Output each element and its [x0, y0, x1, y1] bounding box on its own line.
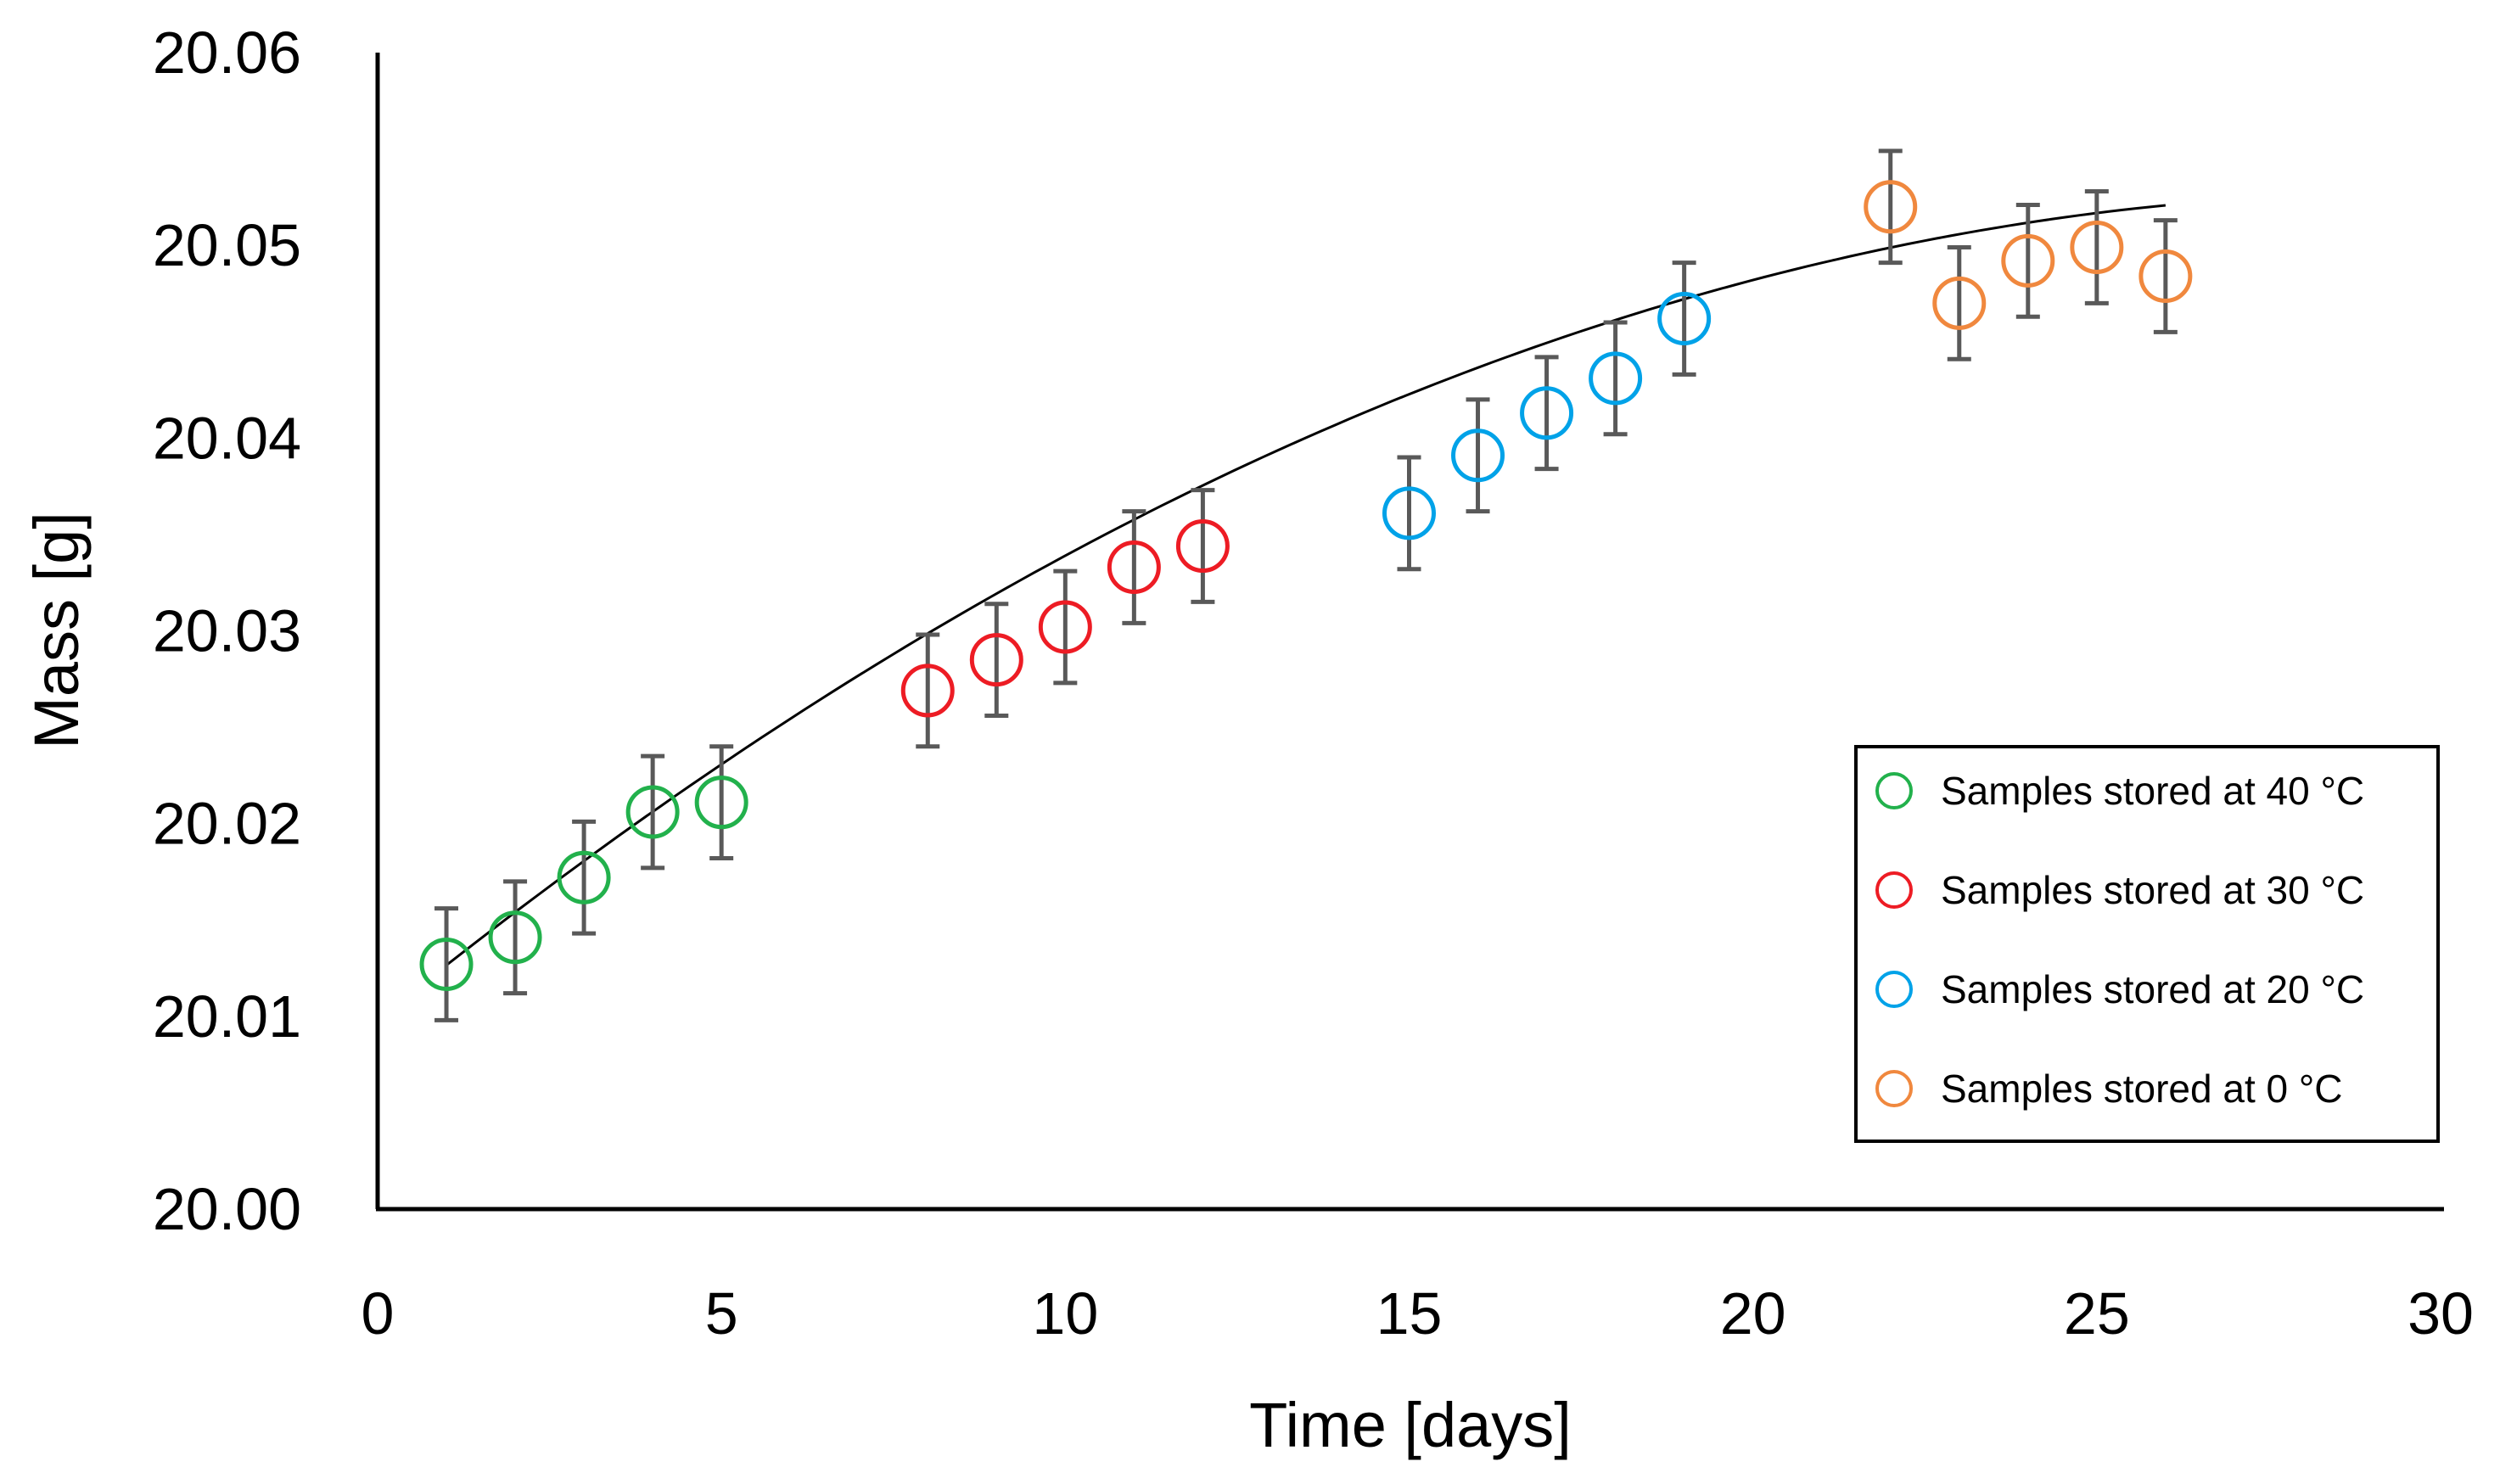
x-tick-label: 15	[1376, 1280, 1443, 1347]
trendline	[446, 204, 2166, 966]
data-point	[1864, 180, 1918, 234]
legend-box	[1854, 745, 2440, 1143]
error-bar	[2153, 218, 2178, 334]
error-bar	[503, 879, 528, 996]
axes-group	[375, 53, 2444, 1212]
data-point	[1589, 351, 1643, 406]
data-point	[2138, 249, 2193, 304]
x-tick-label: 5	[705, 1280, 738, 1347]
x-tick-label: 10	[1032, 1280, 1098, 1347]
error-bar	[434, 906, 459, 1022]
error-bar	[1603, 320, 1628, 437]
data-point	[625, 785, 680, 839]
data-point	[1932, 276, 1987, 330]
y-tick-label: 20.05	[153, 212, 301, 278]
data-point	[2070, 220, 2124, 274]
error-bar	[1397, 455, 1421, 572]
x-tick-label: 30	[2408, 1280, 2474, 1347]
error-bar	[641, 753, 665, 871]
data-point	[1382, 486, 1436, 540]
error-bar	[572, 819, 597, 936]
error-bar	[2084, 189, 2109, 305]
data-point	[1451, 428, 1505, 483]
data-point	[2001, 233, 2055, 288]
y-axis-title: Mass [g]	[21, 512, 92, 749]
error-bar	[1122, 509, 1146, 625]
trendline-group	[446, 204, 2166, 966]
legend-label: Samples stored at 0 °C	[1941, 1067, 2343, 1111]
data-point	[900, 664, 955, 718]
error-bar	[916, 632, 940, 749]
data-points-group	[419, 180, 2193, 991]
error-bar	[1534, 355, 1559, 472]
error-bar	[1053, 568, 1078, 686]
legend-marker	[1875, 1070, 1913, 1107]
data-point	[419, 937, 474, 991]
legend-marker	[1875, 772, 1913, 809]
y-tick-label: 20.06	[153, 20, 301, 86]
legend-label: Samples stored at 30 °C	[1941, 868, 2364, 912]
data-point	[1520, 386, 1574, 440]
data-point	[488, 910, 542, 965]
y-tick-label: 20.00	[153, 1176, 301, 1242]
data-point	[1175, 519, 1230, 574]
legend-label: Samples stored at 40 °C	[1941, 769, 2364, 813]
data-point	[1038, 600, 1092, 654]
y-tick-label: 20.03	[153, 598, 301, 664]
data-point	[1107, 540, 1161, 595]
y-tick-label: 20.01	[153, 983, 301, 1050]
legend-marker	[1875, 971, 1913, 1008]
data-point	[557, 850, 611, 904]
data-point	[694, 776, 748, 830]
data-point	[1657, 291, 1712, 345]
data-point	[969, 633, 1023, 687]
x-tick-label: 20	[1720, 1280, 1786, 1347]
x-axis-title: Time [days]	[1249, 1390, 1572, 1460]
error-bar	[1947, 244, 1971, 361]
error-bar	[1191, 488, 1215, 604]
error-bar	[984, 602, 1009, 718]
legend-marker	[1875, 871, 1913, 909]
error-bar	[2015, 202, 2040, 319]
error-bar	[1672, 260, 1696, 377]
x-tick-label: 25	[2064, 1280, 2130, 1347]
y-tick-label: 20.02	[153, 791, 301, 857]
error-bar	[1878, 148, 1903, 266]
error-bar	[1466, 397, 1490, 514]
error-bar	[709, 744, 734, 861]
error-bars-group	[434, 148, 2178, 1022]
legend-label: Samples stored at 20 °C	[1941, 967, 2364, 1011]
legend: Samples stored at 40 °C Samples stored at…	[1854, 745, 2440, 1143]
x-tick-label: 0	[362, 1280, 395, 1347]
tick-labels-group: 0 5 10 15 20 25 30 20.00 20.01 20.02 20.03 20.04 20.…	[153, 20, 2474, 1347]
y-tick-label: 20.04	[153, 405, 301, 471]
